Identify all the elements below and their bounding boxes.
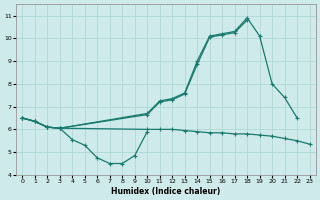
X-axis label: Humidex (Indice chaleur): Humidex (Indice chaleur) xyxy=(111,187,220,196)
